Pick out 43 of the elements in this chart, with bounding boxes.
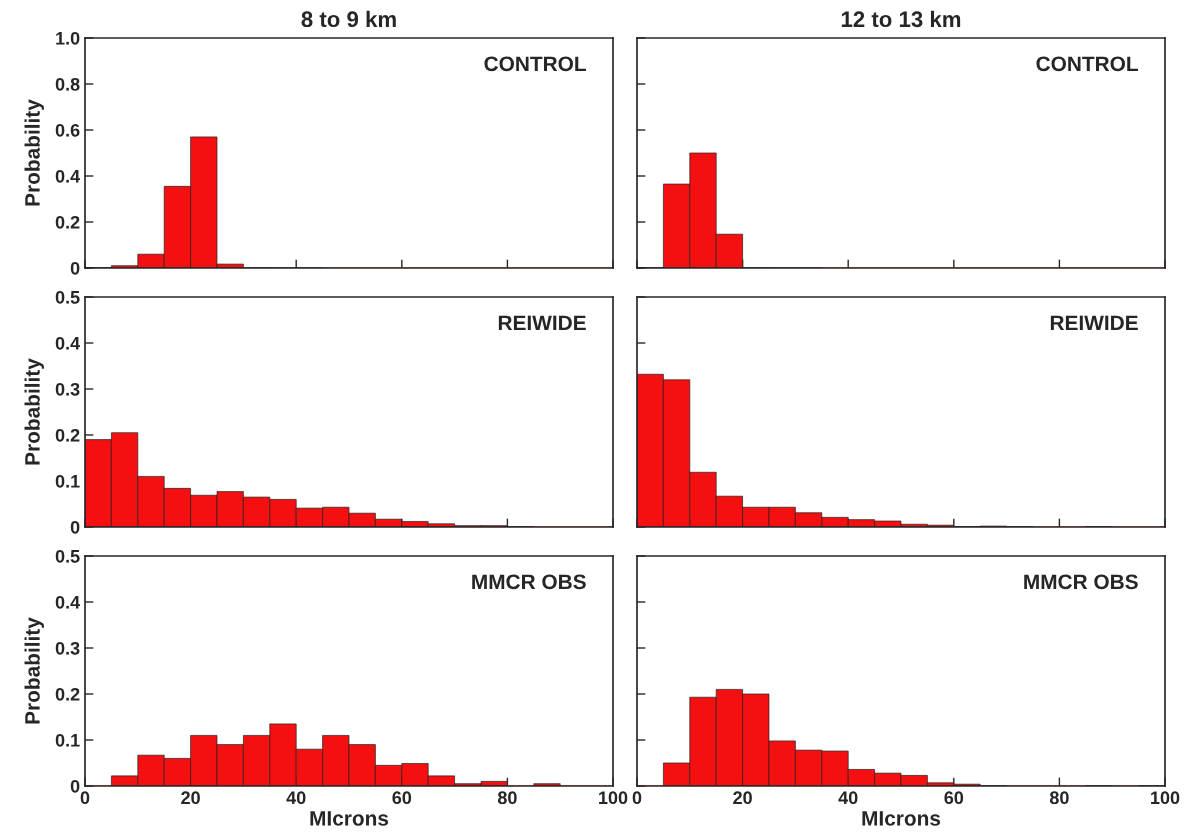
- x-tick-label: 60: [944, 791, 964, 805]
- x-tick-label: 0: [80, 791, 90, 805]
- y-tick-label: 0.4: [55, 595, 81, 609]
- y-axis-title: Probability: [24, 99, 44, 206]
- y-tick-label: 0.4: [55, 336, 81, 350]
- x-axis-title: MIcrons: [310, 811, 389, 826]
- y-tick-label: 0.5: [55, 549, 80, 563]
- x-tick-label: 100: [599, 791, 628, 805]
- y-tick-label: 0.6: [55, 123, 80, 137]
- annotation: REIWIDE: [498, 315, 586, 330]
- y-axis-title: Probability: [24, 358, 44, 465]
- y-tick-label: 0.2: [55, 428, 80, 442]
- y-tick-label: 0.2: [55, 687, 80, 701]
- x-tick-label: 60: [392, 791, 412, 805]
- annotation: MMCR OBS: [472, 574, 586, 590]
- y-tick-label: 0.5: [55, 290, 80, 304]
- x-tick-label: 100: [1151, 791, 1180, 805]
- y-tick-label: 0: [70, 520, 80, 534]
- x-tick-label: 40: [838, 791, 858, 805]
- y-axis-title: Probability: [24, 617, 44, 724]
- x-tick-label: 80: [1049, 791, 1069, 805]
- y-tick-label: 0.2: [55, 215, 80, 229]
- annotation: REIWIDE: [1050, 315, 1138, 330]
- chart-title: 8 to 9 km: [301, 10, 396, 28]
- x-axis-title: MIcrons: [862, 811, 941, 826]
- x-tick-label: 40: [286, 791, 306, 805]
- annotation: CONTROL: [484, 56, 586, 72]
- y-tick-label: 0.3: [55, 641, 80, 655]
- x-tick-label: 20: [733, 791, 752, 805]
- y-tick-label: 0: [70, 779, 80, 793]
- y-tick-label: 0.1: [55, 733, 80, 747]
- annotation: MMCR OBS: [1024, 574, 1138, 590]
- x-tick-label: 20: [181, 791, 200, 805]
- y-tick-label: 0.8: [55, 77, 80, 91]
- x-tick-label: 80: [497, 791, 517, 805]
- annotation: CONTROL: [1036, 56, 1138, 72]
- x-tick-label: 0: [632, 791, 642, 805]
- y-tick-label: 1.0: [56, 31, 80, 45]
- y-tick-label: 0: [70, 261, 80, 275]
- chart-title: 12 to 13 km: [841, 10, 961, 28]
- y-tick-label: 0.3: [55, 382, 80, 396]
- y-tick-label: 0.1: [55, 474, 80, 488]
- y-tick-label: 0.4: [55, 169, 81, 183]
